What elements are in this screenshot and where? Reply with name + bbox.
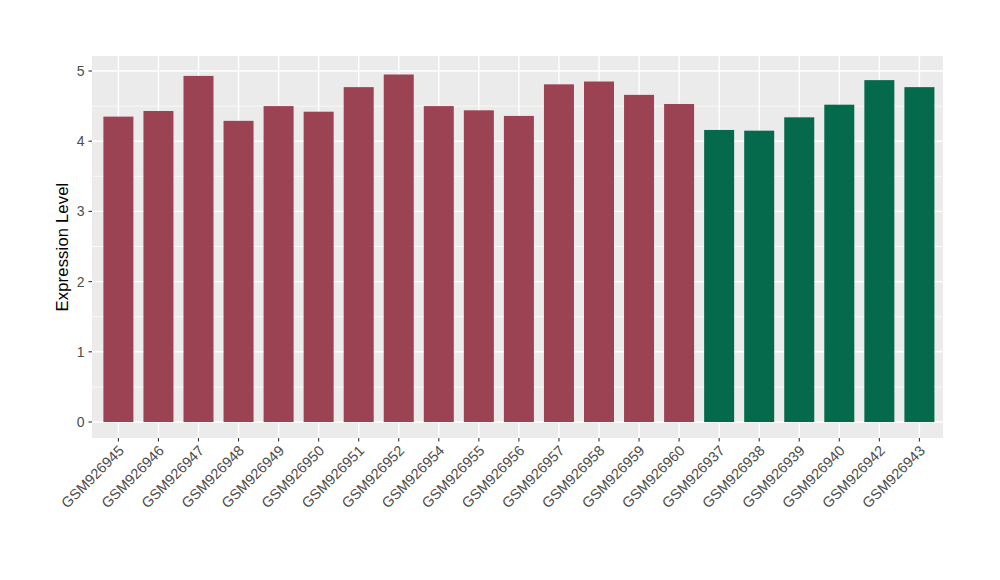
bar-GSM926949 <box>264 106 294 422</box>
y-tick-label-5: 5 <box>77 63 85 79</box>
bar-GSM926937 <box>704 130 734 422</box>
bar-GSM926946 <box>143 111 173 422</box>
bar-GSM926948 <box>224 121 254 422</box>
expression-level-bar-chart: GSM926945GSM926946GSM926947GSM926948GSM9… <box>0 0 1000 580</box>
bar-GSM926954 <box>424 106 454 422</box>
bar-GSM926945 <box>103 117 133 422</box>
bar-GSM926958 <box>584 82 614 422</box>
bar-GSM926947 <box>184 76 214 422</box>
y-tick-label-4: 4 <box>77 133 85 149</box>
bar-GSM926940 <box>824 105 854 422</box>
bar-GSM926950 <box>304 112 334 422</box>
figure: GSM926945GSM926946GSM926947GSM926948GSM9… <box>0 0 1000 580</box>
y-tick-label-1: 1 <box>77 344 85 360</box>
bar-GSM926952 <box>384 75 414 422</box>
y-tick-label-0: 0 <box>77 414 85 430</box>
bar-GSM926957 <box>544 84 574 422</box>
bar-GSM926959 <box>624 95 654 422</box>
y-axis-title: Expression Level <box>53 183 72 312</box>
bar-GSM926956 <box>504 116 534 422</box>
bar-GSM926938 <box>744 131 774 422</box>
bar-GSM926960 <box>664 104 694 422</box>
y-tick-label-3: 3 <box>77 203 85 219</box>
bar-GSM926955 <box>464 110 494 422</box>
bar-GSM926942 <box>864 80 894 422</box>
bar-GSM926951 <box>344 87 374 422</box>
bar-GSM926939 <box>784 117 814 422</box>
y-tick-label-2: 2 <box>77 274 85 290</box>
bar-GSM926943 <box>904 87 934 422</box>
